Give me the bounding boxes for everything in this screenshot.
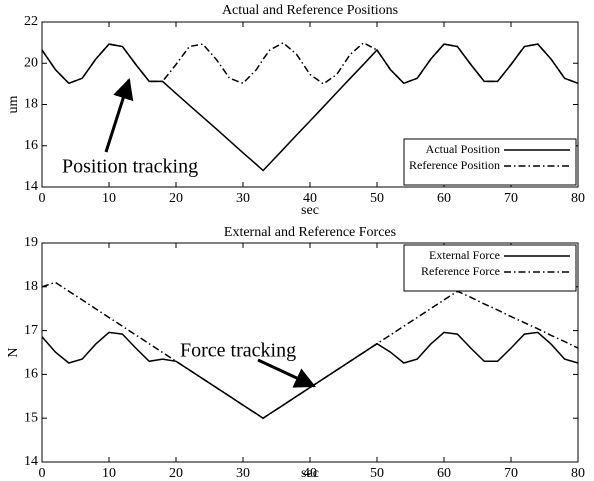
data-line (41, 41, 579, 85)
legend-label: Actual Position (426, 142, 500, 156)
x-tick-label: 20 (169, 466, 183, 481)
x-tick-label: 60 (437, 466, 451, 481)
chart-title: Actual and Reference Positions (222, 3, 398, 18)
y-tick-label: 14 (24, 454, 38, 469)
annotation-arrow (257, 358, 316, 388)
data-line (41, 331, 579, 420)
y-tick-label: 16 (24, 138, 38, 153)
y-tick-label: 17 (24, 323, 38, 338)
y-tick-label: 19 (24, 235, 38, 250)
x-tick-label: 50 (370, 466, 384, 481)
x-tick-label: 80 (571, 466, 585, 481)
x-tick-label: 10 (102, 191, 116, 206)
x-tick-label: 10 (102, 466, 116, 481)
x-tick-label: 70 (504, 191, 518, 206)
x-tick-label: 0 (39, 191, 46, 206)
x-tick-label: 30 (236, 191, 250, 206)
annotation: Force tracking (180, 340, 296, 362)
y-tick-label: 20 (24, 55, 38, 70)
y-tick-label: 18 (24, 97, 38, 112)
x-tick-label: 80 (571, 191, 585, 206)
data-line (41, 281, 579, 420)
chart-title: External and Reference Forces (224, 225, 396, 240)
y-tick-label: 18 (24, 279, 38, 294)
x-tick-label: 40 (303, 191, 317, 206)
annotation-arrow (104, 77, 134, 153)
x-tick-label: 40 (303, 466, 317, 481)
y-tick-label: 22 (24, 14, 38, 29)
y-tick-label: 14 (24, 179, 38, 194)
y-tick-label: 15 (24, 410, 38, 425)
x-tick-label: 60 (437, 191, 451, 206)
annotation: Position tracking (62, 156, 198, 178)
x-tick-label: 50 (370, 191, 384, 206)
legend-box (403, 138, 577, 186)
x-tick-label: 30 (236, 466, 250, 481)
y-axis-label: N (6, 347, 21, 357)
x-tick-label: 70 (504, 466, 518, 481)
y-tick-label: 16 (24, 367, 38, 382)
x-tick-label: 0 (39, 466, 46, 481)
x-axis-label: sec (301, 466, 319, 481)
x-tick-label: 20 (169, 191, 183, 206)
legend-label: Reference Position (409, 158, 500, 172)
legend-label: Reference Force (421, 264, 500, 278)
y-axis-label: um (6, 95, 21, 113)
legend-label: External Force (429, 248, 500, 262)
x-axis-label: sec (301, 203, 319, 218)
legend-box (403, 244, 577, 292)
